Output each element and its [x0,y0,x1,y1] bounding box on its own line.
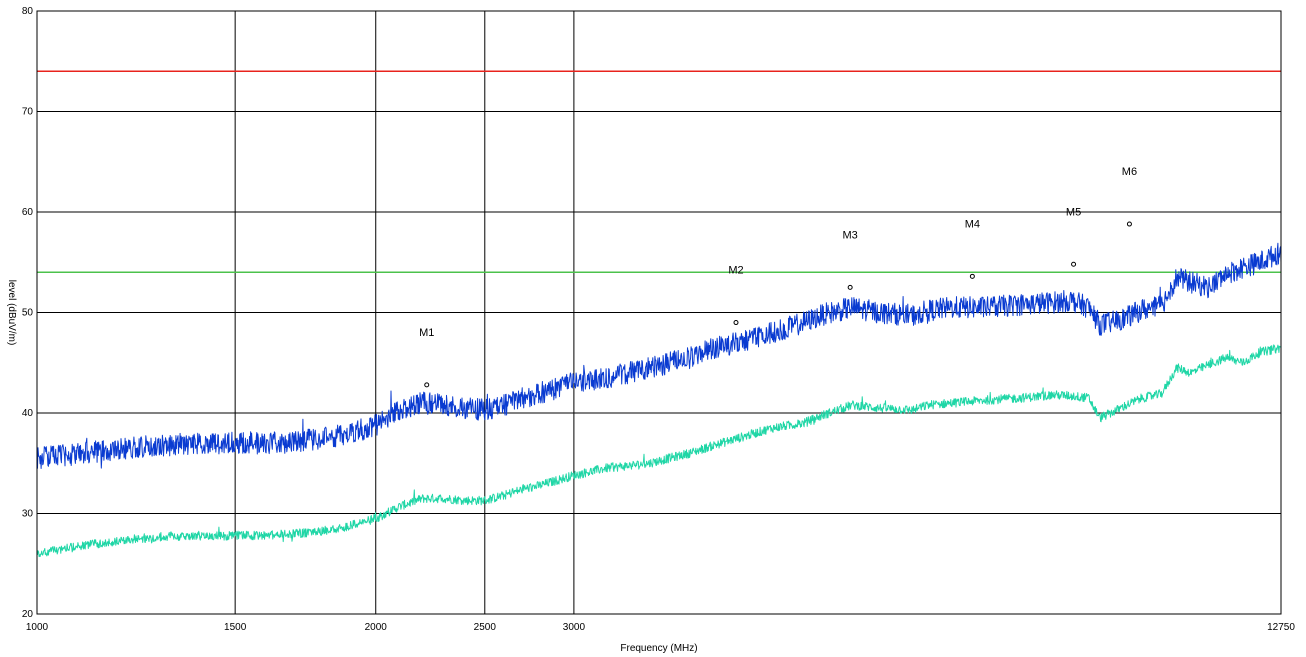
markers: M1 M2 M3 M4 M5 M6 [419,166,1137,388]
marker-point [969,273,975,279]
series-line [36,344,1282,558]
y-tick-label: 20 [22,609,34,620]
marker-label: M3 [843,229,858,241]
marker-point [1071,261,1077,267]
marker-label: M1 [419,327,434,339]
y-tick-label: 60 [22,207,34,218]
x-tick-label: 12750 [1267,622,1295,633]
series-line [36,242,1282,469]
x-tick-label: 3000 [563,622,586,633]
marker-label: M2 [728,265,743,277]
marker-label: M6 [1122,166,1137,178]
tick-labels: 20 30 40 50 60 70 80 1000 1500 2000 2500 3000 12750 [22,6,1295,633]
plot-border [36,10,1282,615]
marker-label: M4 [965,218,980,230]
y-tick-label: 50 [22,308,34,319]
marker-point [424,382,430,388]
marker-point [733,320,739,326]
x-tick-label: 2000 [365,622,388,633]
x-axis-title: Frequency (MHz) [620,643,697,654]
y-tick-label: 30 [22,509,34,520]
marker-point [847,284,853,290]
x-tick-label: 1500 [224,622,247,633]
series-group [36,242,1282,558]
y-tick-label: 40 [22,408,34,419]
limit-lines [37,70,1281,274]
x-tick-label: 2500 [474,622,497,633]
y-tick-label: 70 [22,107,34,118]
marker-point [1126,221,1132,227]
marker-label: M5 [1066,206,1081,218]
x-tick-label: 1000 [26,622,49,633]
y-tick-label: 80 [22,6,34,17]
y-axis-title: level (dBuV/m) [6,280,17,346]
